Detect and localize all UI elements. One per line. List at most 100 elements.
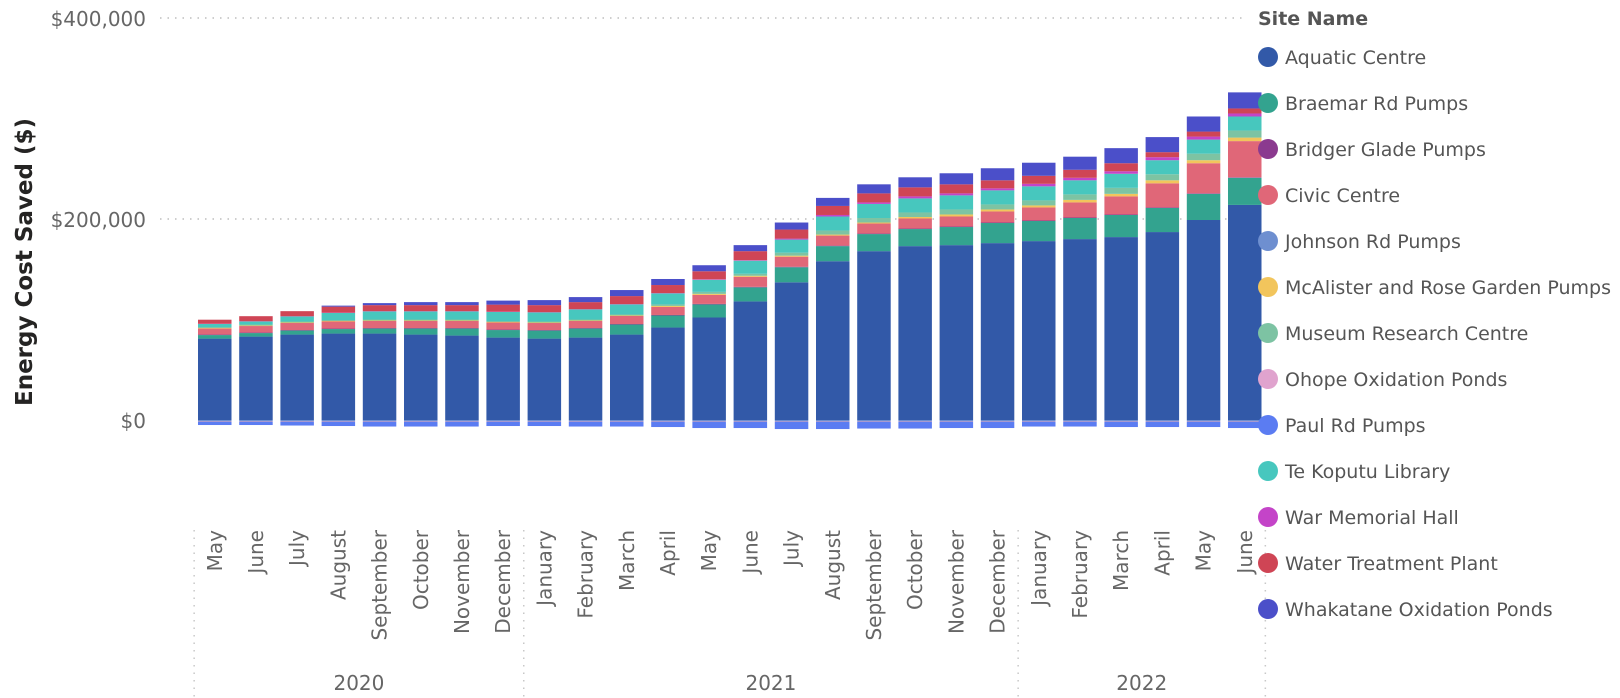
legend-item[interactable]: Johnson Rd Pumps [1258, 231, 1461, 253]
bar-segment [692, 304, 726, 318]
bar-segment [239, 316, 273, 322]
bar-segment [486, 322, 520, 330]
bar-segment [1104, 214, 1138, 215]
bar-segment [610, 324, 644, 325]
legend-item[interactable]: Bridger Glade Pumps [1258, 139, 1486, 161]
bar-segment [1186, 116, 1221, 132]
bar-segment [1022, 207, 1056, 221]
legend-swatch [1258, 277, 1278, 297]
bar-segment [774, 222, 809, 230]
bar-segment [321, 422, 356, 427]
legend-swatch [1258, 415, 1278, 435]
bar-segment [1104, 196, 1138, 215]
y-tick-label: $200,000 [51, 208, 146, 232]
bar-segment [486, 304, 520, 312]
bar-segment [321, 312, 356, 321]
bar-segment [774, 420, 809, 422]
bar-segment [445, 320, 479, 322]
bar-segment [1228, 92, 1262, 109]
bar-segment [774, 252, 809, 256]
bar-segment [1186, 131, 1221, 137]
bar-segment [1228, 141, 1262, 178]
bar-segment [692, 291, 726, 294]
bar-segment [1104, 420, 1138, 422]
bar-segment [1145, 207, 1180, 233]
bar-segment [692, 422, 726, 429]
legend-item[interactable]: Te Koputu Library [1258, 461, 1450, 483]
bar-segment [1145, 157, 1180, 161]
bar-segment [198, 335, 232, 339]
bar-segment [321, 328, 356, 330]
bar-segment [733, 420, 768, 422]
bar-segment [816, 205, 850, 215]
bar-segment [898, 422, 932, 429]
bar-stack [1145, 137, 1180, 428]
bar-segment [362, 321, 397, 329]
bar-segment [774, 267, 809, 283]
bar-segment [1228, 177, 1262, 205]
bar-segment [857, 223, 891, 234]
bar-segment [692, 421, 726, 423]
legend-swatch [1258, 507, 1278, 527]
bar-segment [568, 320, 603, 322]
legend-item[interactable]: Civic Centre [1258, 185, 1400, 207]
bar-segment [280, 420, 314, 422]
legend-label: Water Treatment Plant [1285, 553, 1498, 575]
bar-segment [1145, 232, 1180, 420]
bar-segment [1063, 420, 1097, 422]
x-tick-label: September [862, 529, 886, 640]
bar-segment [898, 177, 932, 188]
bar-segment [816, 234, 850, 236]
bar-segment [857, 251, 891, 420]
bar-segment [1022, 422, 1056, 427]
legend-item[interactable]: War Memorial Hall [1258, 507, 1459, 529]
bar-segment [816, 230, 850, 235]
bar-segment [692, 265, 726, 272]
legend-item[interactable]: Aquatic Centre [1258, 47, 1426, 69]
bar-segment [980, 209, 1015, 212]
bar-segment [1022, 241, 1056, 420]
legend-item[interactable]: Museum Research Centre [1258, 323, 1528, 345]
bar-segment [362, 421, 397, 423]
bar-segment [1104, 173, 1138, 188]
bar-segment [939, 214, 974, 217]
bar-segment [527, 420, 562, 422]
legend-item[interactable]: Whakatane Oxidation Ponds [1258, 599, 1553, 621]
bar-segment [445, 335, 479, 420]
legend-item[interactable]: Braemar Rd Pumps [1258, 93, 1468, 115]
bar-segment [980, 420, 1015, 422]
bar-segment [445, 328, 479, 329]
bar-segment [610, 315, 644, 316]
bar-segment [568, 302, 603, 310]
bar-segment [568, 421, 603, 423]
legend-item[interactable]: Water Treatment Plant [1258, 553, 1498, 575]
legend-swatch [1258, 185, 1278, 205]
bar-segment [816, 246, 850, 262]
legend-item[interactable]: Paul Rd Pumps [1258, 415, 1426, 437]
bar-segment [404, 305, 438, 312]
bar-segment [774, 266, 809, 268]
bar-segment [692, 420, 726, 422]
bar-segment [1145, 420, 1180, 422]
bar-stack [898, 177, 932, 429]
bar-segment [857, 422, 891, 429]
bar-segment [1104, 193, 1138, 197]
bar-segment [610, 314, 644, 316]
bar-segment [774, 239, 809, 253]
bar-segment [198, 421, 232, 423]
legend-item[interactable]: McAlister and Rose Garden Pumps [1258, 277, 1611, 299]
bar-segment [445, 319, 479, 321]
bar-segment [651, 285, 685, 294]
bar-segment [280, 330, 314, 335]
bar-segment [239, 421, 273, 423]
bar-segment [362, 320, 397, 322]
bar-segment [939, 209, 974, 215]
bar-segment [486, 321, 520, 323]
legend-item[interactable]: Ohope Oxidation Ponds [1258, 369, 1507, 391]
year-group-label: 2021 [745, 671, 796, 695]
bar-segment [857, 420, 891, 422]
bar-segment [1022, 175, 1056, 184]
bar-segment [939, 227, 974, 246]
bar-segment [980, 211, 1015, 223]
bar-segment [692, 294, 726, 304]
